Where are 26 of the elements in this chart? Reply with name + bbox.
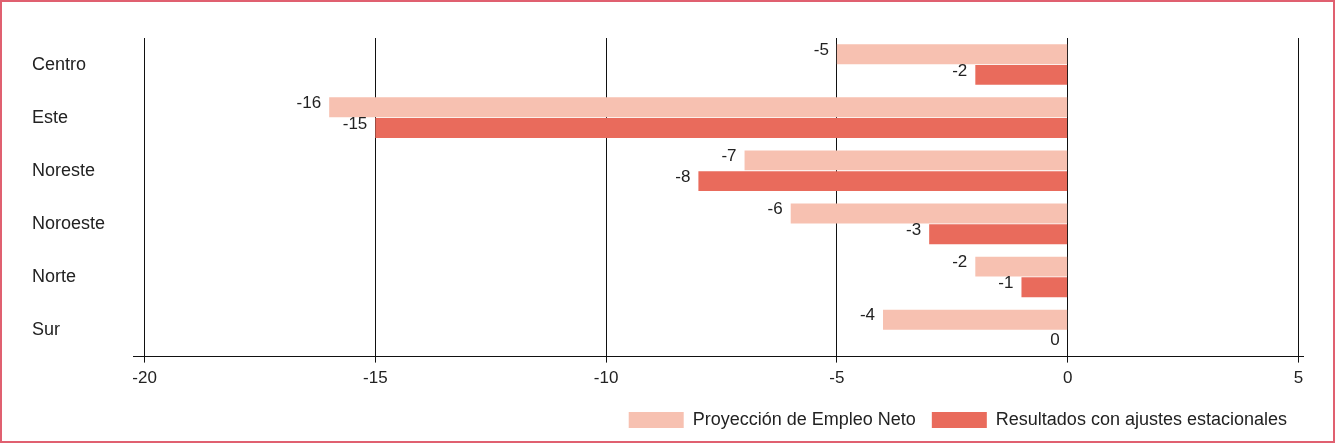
- x-tick-label: -10: [593, 368, 619, 388]
- x-tick-label: -15: [363, 368, 388, 388]
- data-label: -4: [859, 305, 876, 325]
- data-label: -6: [767, 199, 783, 219]
- legend-label: Resultados con ajustes estacionales: [995, 408, 1288, 429]
- data-label: -2: [952, 60, 968, 80]
- data-label: -1: [998, 272, 1014, 292]
- legend-label: Proyección de Empleo Neto: [692, 408, 916, 429]
- x-tick-label: 0: [1062, 368, 1073, 388]
- y-tick-label: Noreste: [32, 159, 96, 180]
- y-tick-label: Norte: [32, 265, 77, 286]
- data-label: -5: [813, 39, 829, 59]
- y-tick-label: Este: [32, 106, 69, 127]
- data-label: -16: [296, 92, 322, 112]
- x-tick-label: -5: [829, 368, 845, 388]
- data-label: -7: [721, 146, 737, 166]
- data-label: -2: [952, 252, 968, 272]
- data-label: -3: [906, 219, 922, 239]
- y-tick-label: Noroeste: [32, 212, 106, 233]
- x-tick-label: -20: [132, 368, 157, 388]
- y-tick-label: Sur: [32, 319, 61, 340]
- y-tick-label: Centro: [32, 53, 87, 74]
- x-tick-label: 5: [1293, 368, 1304, 388]
- data-label: 0: [1050, 330, 1060, 350]
- data-label: -15: [342, 113, 368, 133]
- data-label: -8: [675, 166, 691, 186]
